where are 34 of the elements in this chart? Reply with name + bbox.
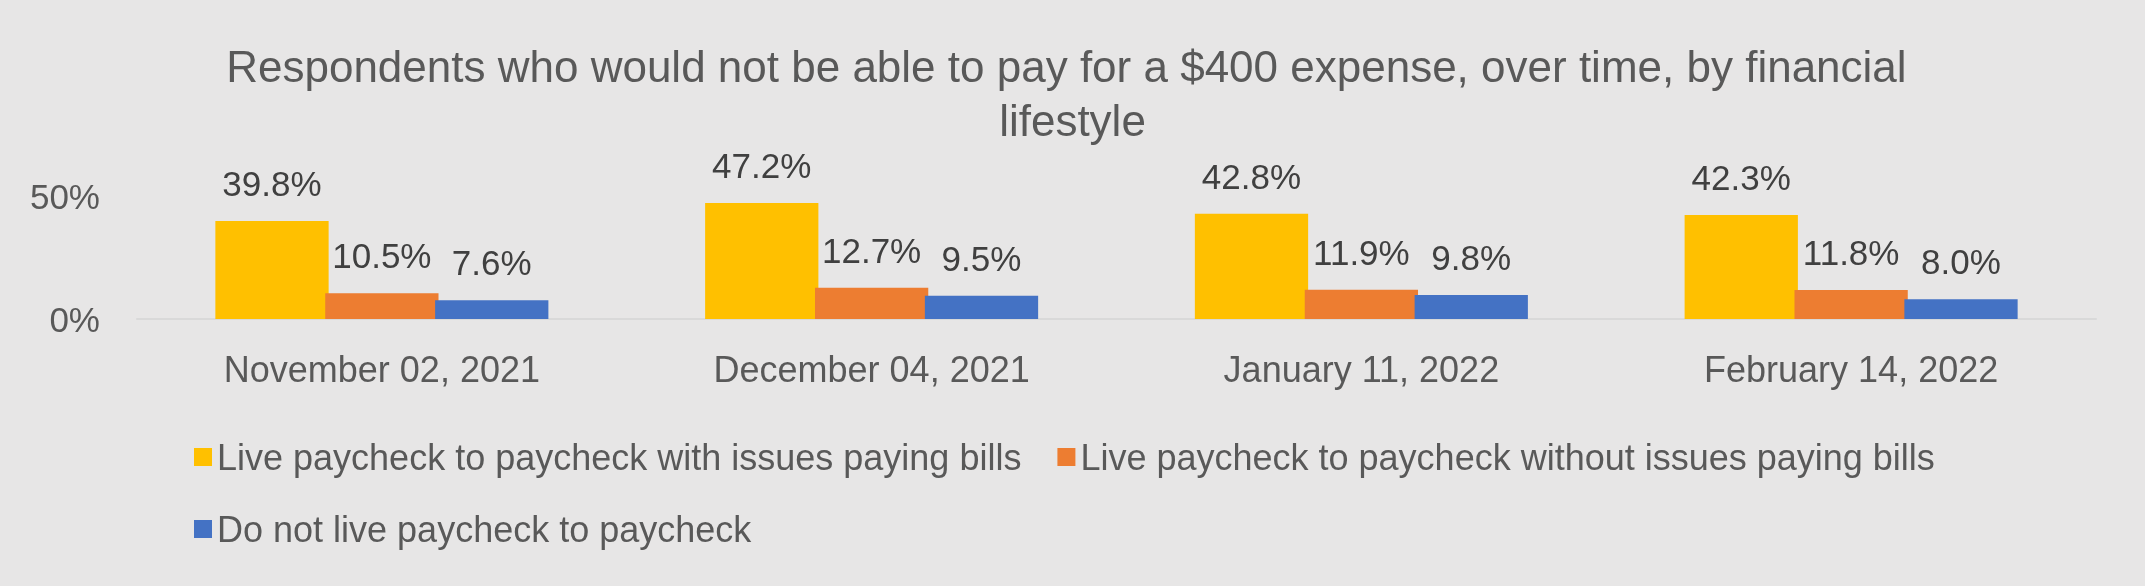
x-tick-label: February 14, 2022: [1704, 348, 1999, 390]
data-label: 42.8%: [1201, 156, 1302, 196]
data-label: 12.7%: [822, 230, 922, 270]
data-label: 47.2%: [712, 145, 812, 185]
y-tick-label: 0%: [49, 299, 100, 339]
bar: [325, 293, 439, 319]
bar: [705, 202, 819, 319]
legend-label: Live paycheck to paycheck with issues paying bills: [217, 436, 1022, 478]
bar: [435, 300, 549, 319]
data-label: 10.5%: [332, 236, 432, 276]
x-tick-label: December 04, 2021: [713, 348, 1030, 390]
x-tick-label: November 02, 2021: [223, 348, 540, 390]
bar: [1194, 213, 1309, 319]
data-label: 11.9%: [1313, 232, 1410, 272]
bar: [1304, 289, 1419, 319]
bar: [1904, 299, 2018, 319]
legend-label: Do not live paycheck to paycheck: [217, 508, 753, 550]
bar: [924, 295, 1039, 319]
legend-label: Live paycheck to paycheck without issues paying bills: [1080, 436, 1935, 478]
chart-title: Respondents who would not be able to pay for a $400 expense, over time, by financial lifestyle: [226, 41, 1919, 145]
bar: [1794, 289, 1908, 319]
x-tick-label: January 11, 2022: [1223, 348, 1500, 390]
bar: [814, 287, 929, 319]
y-tick-label: 50%: [29, 176, 100, 216]
data-label: 39.8%: [222, 164, 322, 204]
data-label: 11.8%: [1802, 232, 1900, 272]
data-label: 9.5%: [941, 238, 1022, 278]
data-label: 8.0%: [1921, 242, 2001, 282]
bar: [215, 221, 329, 319]
data-label: 42.3%: [1691, 157, 1791, 197]
bar: [1414, 294, 1528, 319]
data-label: 9.8%: [1431, 237, 1512, 277]
bar: [1684, 214, 1798, 319]
data-label: 7.6%: [451, 243, 532, 283]
